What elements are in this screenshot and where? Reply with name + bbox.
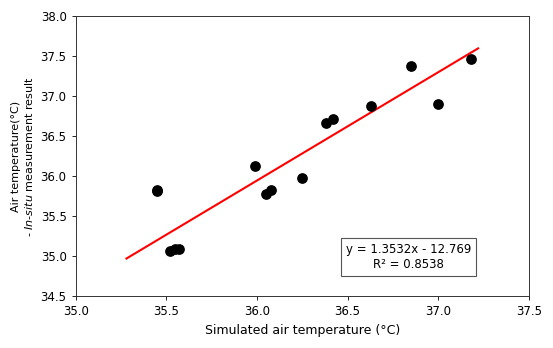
Point [434,101,442,107]
Point [328,116,337,121]
Text: y = 1.3532x - 12.769
R² = 0.8538: y = 1.3532x - 12.769 R² = 0.8538 [346,243,472,271]
Point [262,191,270,197]
Point [153,188,161,193]
Point [298,175,307,181]
Point [367,103,375,109]
Point [165,248,174,253]
Point [406,63,415,69]
Point [251,163,259,168]
X-axis label: Simulated air temperature (°C): Simulated air temperature (°C) [205,324,400,337]
Point [171,246,180,252]
Point [321,120,330,125]
Point [153,187,161,192]
Point [175,246,184,252]
Y-axis label: Air temperature(°C)
- $\it{In}$-$\it{situ}$ measurement result: Air temperature(°C) - $\it{In}$-$\it{sit… [11,76,35,237]
Point [467,56,476,61]
Point [267,187,276,192]
